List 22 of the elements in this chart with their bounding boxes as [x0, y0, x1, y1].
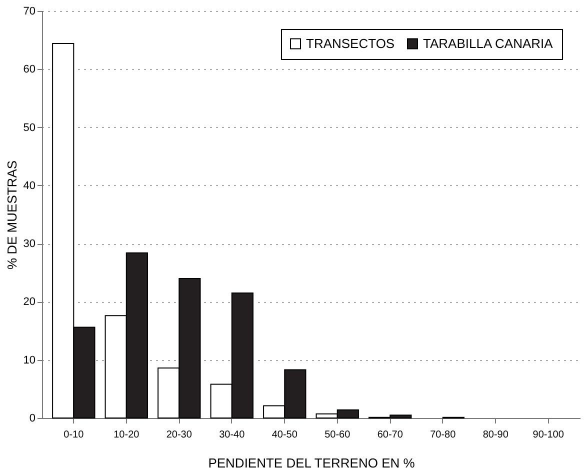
y-tick-label: 10 [23, 354, 36, 366]
x-tick-label: 30-40 [219, 430, 246, 440]
x-tick-label: 90-100 [532, 430, 564, 440]
x-tick-label: 40-50 [272, 430, 298, 440]
y-tick-label: 70 [23, 6, 36, 18]
y-axis-title: % DE MUESTRAS [4, 160, 20, 270]
x-tick-label: 0-10 [64, 430, 84, 440]
y-tick-label: 0 [29, 412, 36, 424]
y-tick-label: 20 [23, 296, 36, 308]
x-tick-label: 80-90 [482, 430, 509, 440]
legend-label: TARABILLA CANARIA [423, 36, 554, 51]
y-tick-label: 50 [23, 122, 36, 134]
y-tick-label: 60 [23, 64, 36, 76]
y-tick-label: 40 [23, 180, 36, 192]
legend-label: TRANSECTOS [306, 36, 395, 51]
x-tick-label: 60-70 [377, 430, 404, 440]
x-tick-label: 70-80 [430, 430, 456, 440]
x-tick-label: 10-20 [114, 430, 140, 440]
x-axis-title: PENDIENTE DEL TERRENO EN % [208, 456, 416, 470]
y-tick-label: 30 [23, 238, 36, 250]
x-tick-label: 20-30 [166, 430, 192, 440]
x-tick-label: 50-60 [324, 430, 351, 440]
